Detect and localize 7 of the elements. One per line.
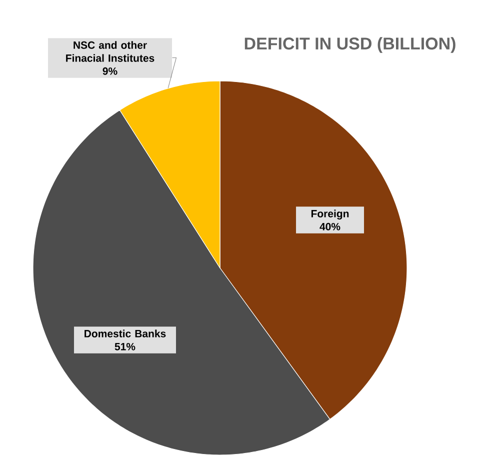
data-label: 40% xyxy=(320,222,340,230)
data-label: 9% xyxy=(102,67,118,75)
slice-label: NSC and other Finacial Institutes xyxy=(66,41,154,62)
chart-title: DEFICIT IN USD (BILLION) xyxy=(244,37,456,53)
data-label: 51% xyxy=(114,342,136,350)
slice-label: Domestic Banks xyxy=(84,330,166,338)
slice-label: Foreign xyxy=(311,210,349,220)
